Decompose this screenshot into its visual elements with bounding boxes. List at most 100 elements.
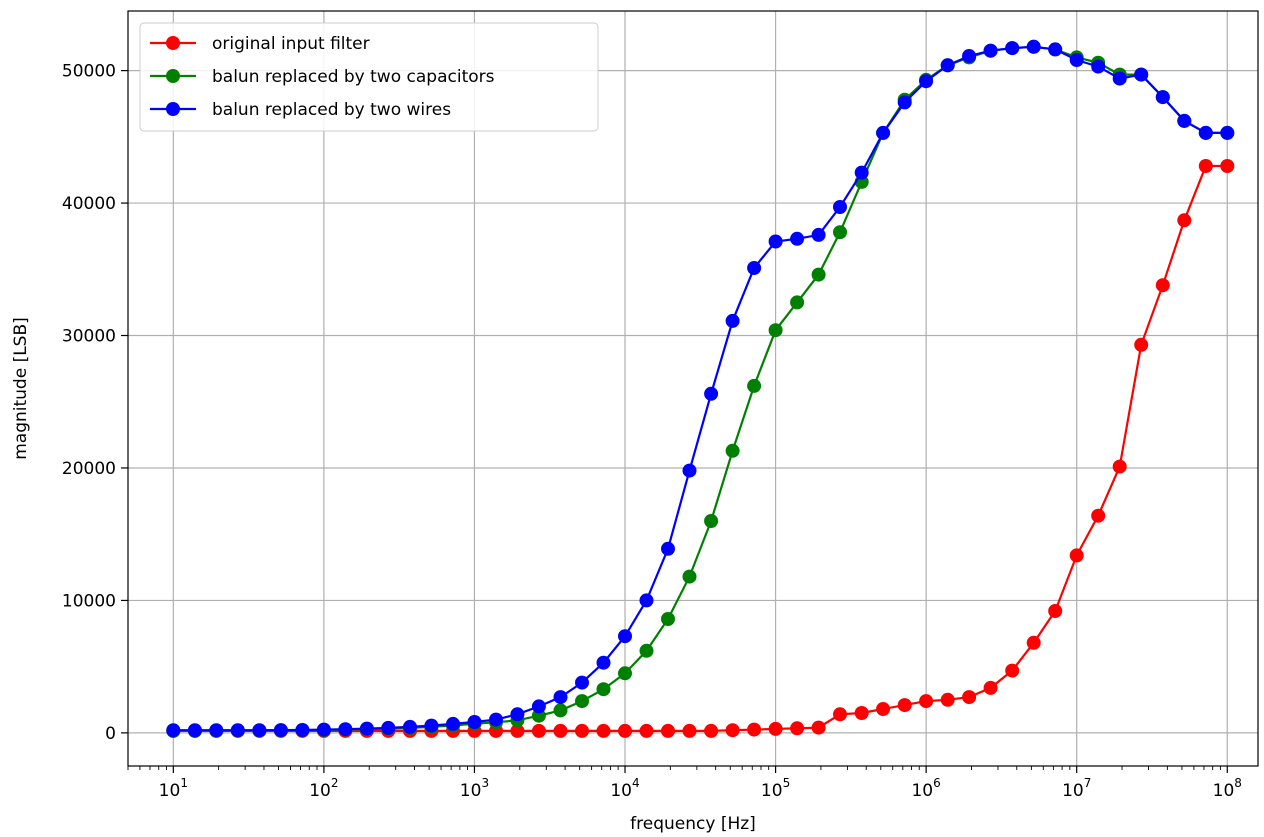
data-point [833, 707, 847, 722]
data-point [704, 514, 719, 528]
y-tick-label: 10000 [62, 591, 116, 611]
data-point [553, 703, 568, 718]
data-point [575, 694, 589, 709]
data-point [768, 234, 783, 249]
data-point [962, 49, 977, 63]
series-line [173, 45, 1228, 732]
data-point [790, 721, 805, 736]
data-point [1177, 113, 1192, 128]
data-point [747, 722, 762, 737]
data-point [1220, 125, 1235, 140]
data-point [1069, 548, 1084, 563]
data-point [704, 723, 719, 738]
legend-entry: balun replaced by two wires [150, 100, 451, 120]
data-point [295, 723, 310, 737]
data-point [747, 378, 762, 393]
data-point [919, 74, 934, 89]
y-tick-label: 40000 [62, 194, 116, 214]
data-point [1112, 459, 1127, 474]
series-line [173, 45, 1228, 733]
x-tick-label: 101 [159, 776, 188, 801]
data-point [639, 723, 654, 738]
data-point [381, 720, 396, 735]
legend: original input filter balun replaced by t… [139, 22, 599, 132]
data-point [596, 655, 611, 670]
data-point [639, 643, 654, 658]
x-tick-label: 106 [911, 776, 940, 801]
legend-box [139, 22, 599, 132]
data-point [790, 231, 805, 246]
y-axis-label: magnitude [LSB] [11, 317, 31, 460]
data-point [639, 593, 654, 608]
data-point [876, 702, 891, 716]
x-axis-label: frequency [Hz] [630, 814, 756, 834]
data-point [1026, 635, 1041, 650]
data-point [811, 267, 826, 282]
x-tick-label: 102 [309, 776, 338, 801]
x-tick-label: 105 [761, 776, 790, 801]
legend-entry: original input filter [150, 34, 370, 54]
data-point [510, 707, 525, 722]
data-point [1026, 39, 1041, 54]
data-point [187, 723, 202, 738]
data-point [682, 463, 697, 478]
data-point [940, 58, 955, 73]
data-point [1112, 71, 1127, 86]
y-tick-label: 30000 [62, 327, 116, 347]
legend-marker [166, 69, 180, 83]
y-axis: 0 10000 20000 30000 40000 50000 [62, 62, 128, 744]
series-2 [166, 39, 1235, 738]
data-point [575, 675, 589, 690]
data-point [897, 698, 912, 713]
data-point [531, 699, 546, 714]
data-point [725, 443, 740, 458]
data-point [596, 682, 611, 697]
data-point [230, 723, 245, 738]
data-point [1005, 41, 1020, 56]
data-point [661, 541, 675, 556]
grid [128, 11, 1258, 766]
data-point [1134, 67, 1149, 82]
data-point [940, 692, 955, 707]
data-point [919, 694, 934, 709]
legend-marker [166, 36, 180, 50]
data-point [618, 723, 632, 738]
series-layer [166, 39, 1235, 738]
data-point [1220, 159, 1235, 173]
data-point [446, 716, 460, 731]
data-point [682, 723, 697, 738]
data-point [1048, 42, 1063, 57]
data-point [1155, 90, 1170, 105]
data-point [1198, 125, 1213, 140]
x-axis: 101 102 103 104 105 106 107 108 [127, 766, 1242, 801]
data-point [553, 723, 568, 738]
data-point [661, 723, 675, 738]
y-tick-label: 50000 [62, 62, 116, 82]
data-point [1091, 508, 1106, 523]
data-point [682, 569, 697, 584]
data-point [1091, 59, 1106, 74]
x-tick-label: 107 [1062, 776, 1091, 801]
data-point [704, 386, 719, 401]
data-point [854, 706, 869, 720]
data-point [897, 95, 912, 110]
x-tick-label: 104 [610, 776, 639, 801]
data-point [531, 723, 546, 738]
data-point [553, 690, 568, 705]
data-point [1005, 663, 1020, 678]
data-point [209, 723, 224, 738]
plot-frame [127, 10, 1259, 767]
data-point [854, 165, 869, 180]
data-point [768, 721, 783, 736]
legend-label: balun replaced by two wires [212, 100, 451, 120]
data-point [1048, 604, 1063, 618]
data-point [618, 629, 632, 644]
data-point [510, 723, 525, 738]
data-point [359, 721, 374, 736]
data-point [983, 680, 998, 695]
data-point [833, 200, 847, 214]
data-point [725, 723, 740, 738]
data-point [811, 227, 826, 242]
data-point [403, 719, 417, 734]
legend-label: balun replaced by two capacitors [212, 67, 495, 87]
